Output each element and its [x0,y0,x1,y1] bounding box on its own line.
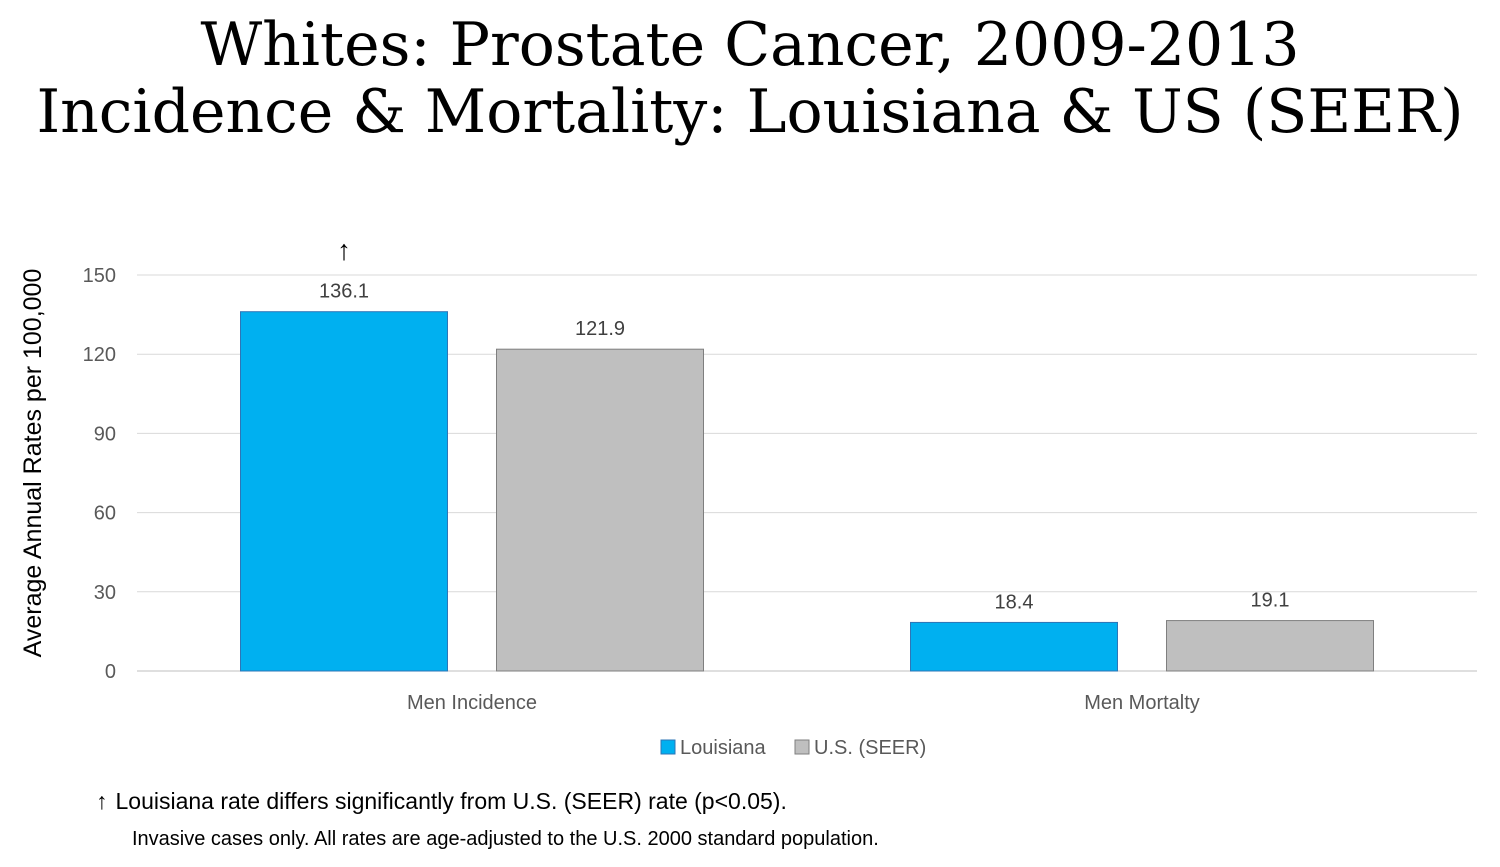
chart-title-line-1: Whites: Prostate Cancer, 2009-2013 [200,10,1300,80]
bars [240,311,1374,672]
data-label: 136.1 [319,281,369,303]
x-category-label: Men Incidence [407,692,537,714]
y-tick-label: 150 [83,265,116,287]
bar-u-s-seer--0 [496,348,704,672]
bar-louisiana-1 [910,621,1118,672]
chart-title-line-2: Incidence & Mortality: Louisiana & US (S… [36,77,1464,147]
bar-louisiana-0 [240,311,448,672]
y-tick-label: 120 [83,344,116,366]
legend-label: Louisiana [680,737,767,759]
y-tick-label: 30 [94,582,116,604]
data-label: 121.9 [575,318,625,340]
y-tick-label: 60 [94,503,116,525]
significance-footnote-text: Louisiana rate differs significantly fro… [115,788,787,814]
up-arrow-icon: ↑ [96,788,108,814]
labels: 0 30 60 90 120 150 136.1 ↑ 121.9 Men Incidence 18.… [83,235,1290,714]
method-footnote: Invasive cases only. All rates are age-a… [132,828,879,850]
significance-footnote: ↑ Louisiana rate differs significantly fr… [96,788,787,815]
data-label: 19.1 [1251,590,1290,612]
legend-swatch [660,739,676,755]
legend-swatch [794,739,810,755]
bar-u-s-seer--1 [1166,620,1374,672]
y-tick-label: 0 [105,661,116,683]
data-label: 18.4 [995,591,1034,613]
x-category-label: Men Mortalty [1084,692,1200,714]
legend-label: U.S. (SEER) [814,737,926,759]
legend: Louisiana U.S. (SEER) [660,737,926,759]
y-tick-label: 90 [94,423,116,445]
significance-arrow-icon: ↑ [337,235,351,266]
y-axis-label: Average Annual Rates per 100,000 [19,269,47,658]
